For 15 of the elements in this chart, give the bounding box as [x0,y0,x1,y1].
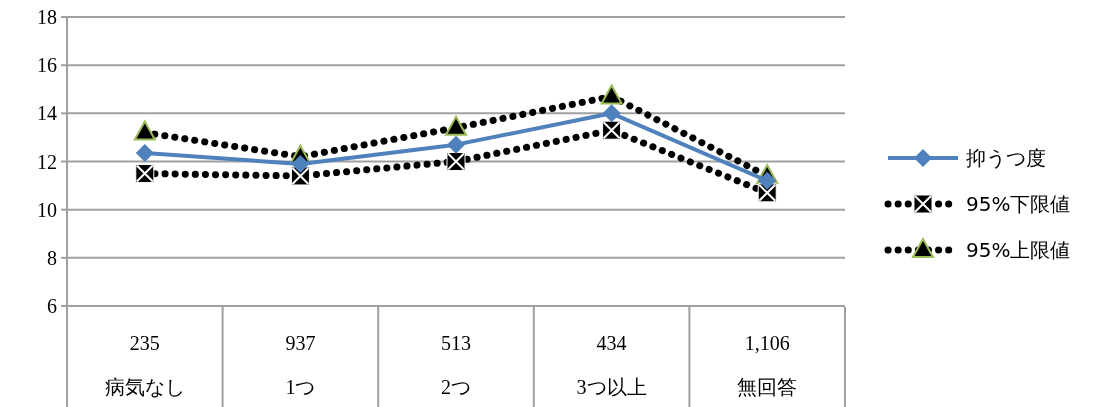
legend-label: 95%下限値 [966,192,1071,216]
y-tick-label: 18 [37,6,57,28]
y-tick-label: 16 [37,54,57,77]
y-tick-label: 8 [47,246,57,269]
x-tick-label: 937 1つ [285,332,316,398]
x-tick-label: 434 3つ以上 [576,332,647,398]
x-tick-label: 513 2つ [441,332,471,398]
legend-label: 95%上限値 [966,238,1071,262]
y-tick-label: 14 [37,102,57,125]
x-tick-label: 235 病気なし [104,332,185,398]
x-tick-label: 1,106 無回答 [737,332,798,398]
y-tick-label: 10 [37,198,57,221]
y-tick-label: 6 [47,295,57,317]
y-tick-label: 12 [37,150,57,173]
legend-label: 抑うつ度 [966,146,1046,170]
